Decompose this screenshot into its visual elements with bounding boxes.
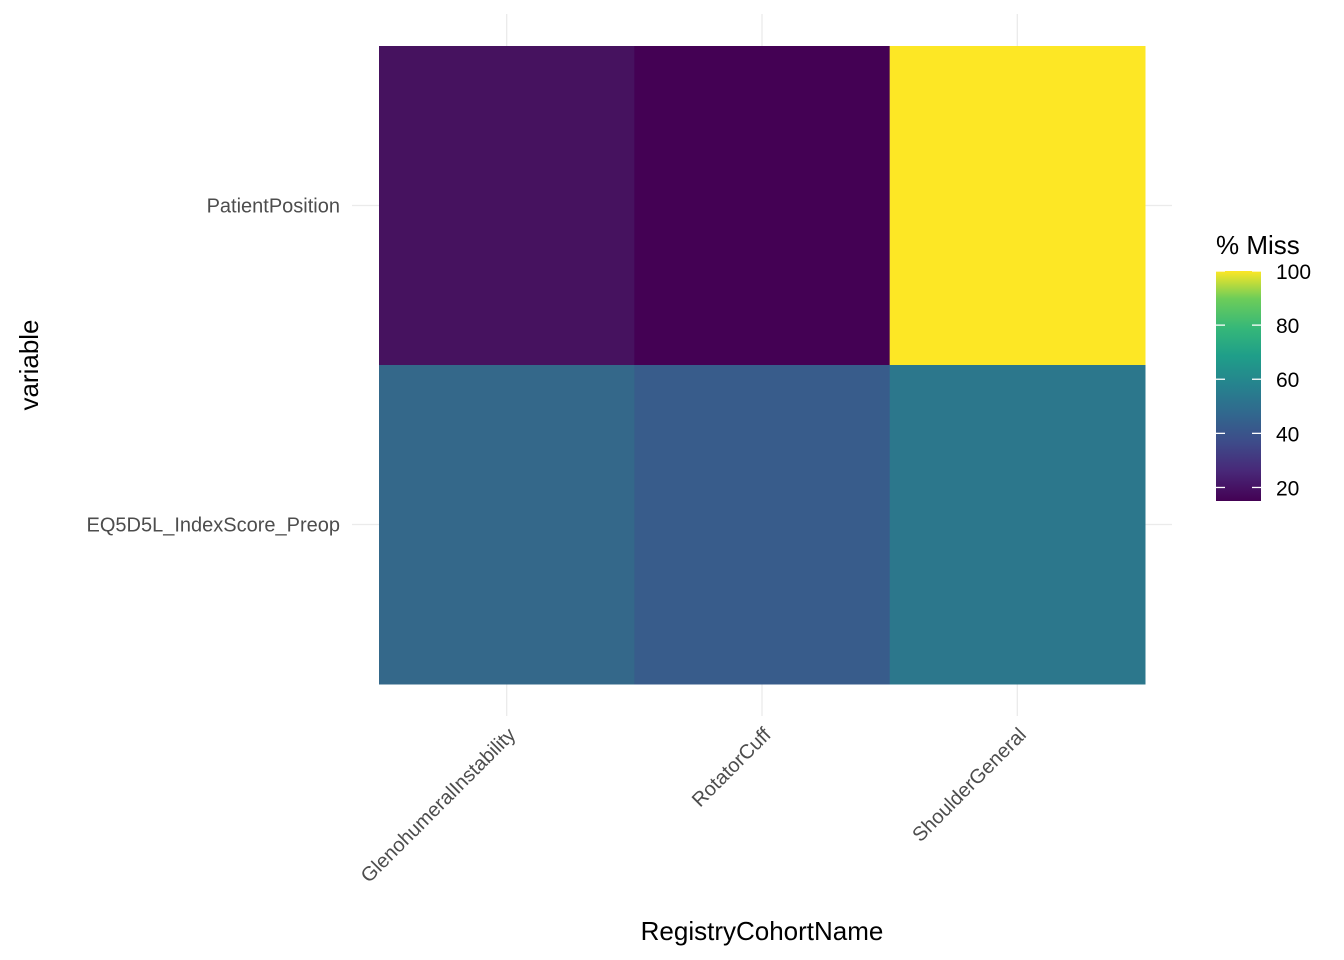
heatmap-cell-GlenohumeralInstability-PatientPosition <box>379 46 635 366</box>
y-tick-label: EQ5D5L_IndexScore_Preop <box>87 515 341 537</box>
x-axis-ticks: GlenohumeralInstability RotatorCuff Should… <box>357 724 1031 888</box>
legend-title: % Miss <box>1216 230 1300 260</box>
x-axis-title: RegistryCohortName <box>641 916 884 946</box>
x-tick-label: RotatorCuff <box>688 724 776 812</box>
heatmap-cell-ShoulderGeneral-PatientPosition <box>889 46 1146 366</box>
heatmap-cell-RotatorCuff-PatientPosition <box>634 46 891 366</box>
y-axis-title: variable <box>14 319 44 410</box>
colorbar <box>1216 271 1261 501</box>
legend-tick-label: 40 <box>1276 423 1299 446</box>
x-tick-label: GlenohumeralInstability <box>357 724 520 887</box>
heatmap-cell-GlenohumeralInstability-EQ5D5L_IndexScore_Preop <box>379 365 635 685</box>
legend-tick-label: 80 <box>1276 315 1299 338</box>
heatmap-cell-ShoulderGeneral-EQ5D5L_IndexScore_Preop <box>889 365 1146 685</box>
heatmap-cell-RotatorCuff-EQ5D5L_IndexScore_Preop <box>634 365 891 685</box>
y-tick-label: PatientPosition <box>207 196 340 218</box>
legend-tick-label: 20 <box>1276 477 1299 500</box>
heatmap-cells <box>379 46 1146 685</box>
legend-ticks: 20 40 60 80 100 <box>1216 261 1311 500</box>
colorbar-legend: % Miss 20 40 60 80 100 <box>1216 230 1311 501</box>
legend-tick-label: 60 <box>1276 369 1299 392</box>
legend-tick-label: 100 <box>1276 261 1311 284</box>
y-axis-ticks: EQ5D5L_IndexScore_Preop PatientPosition <box>87 196 341 537</box>
x-tick-label: ShoulderGeneral <box>908 724 1030 846</box>
